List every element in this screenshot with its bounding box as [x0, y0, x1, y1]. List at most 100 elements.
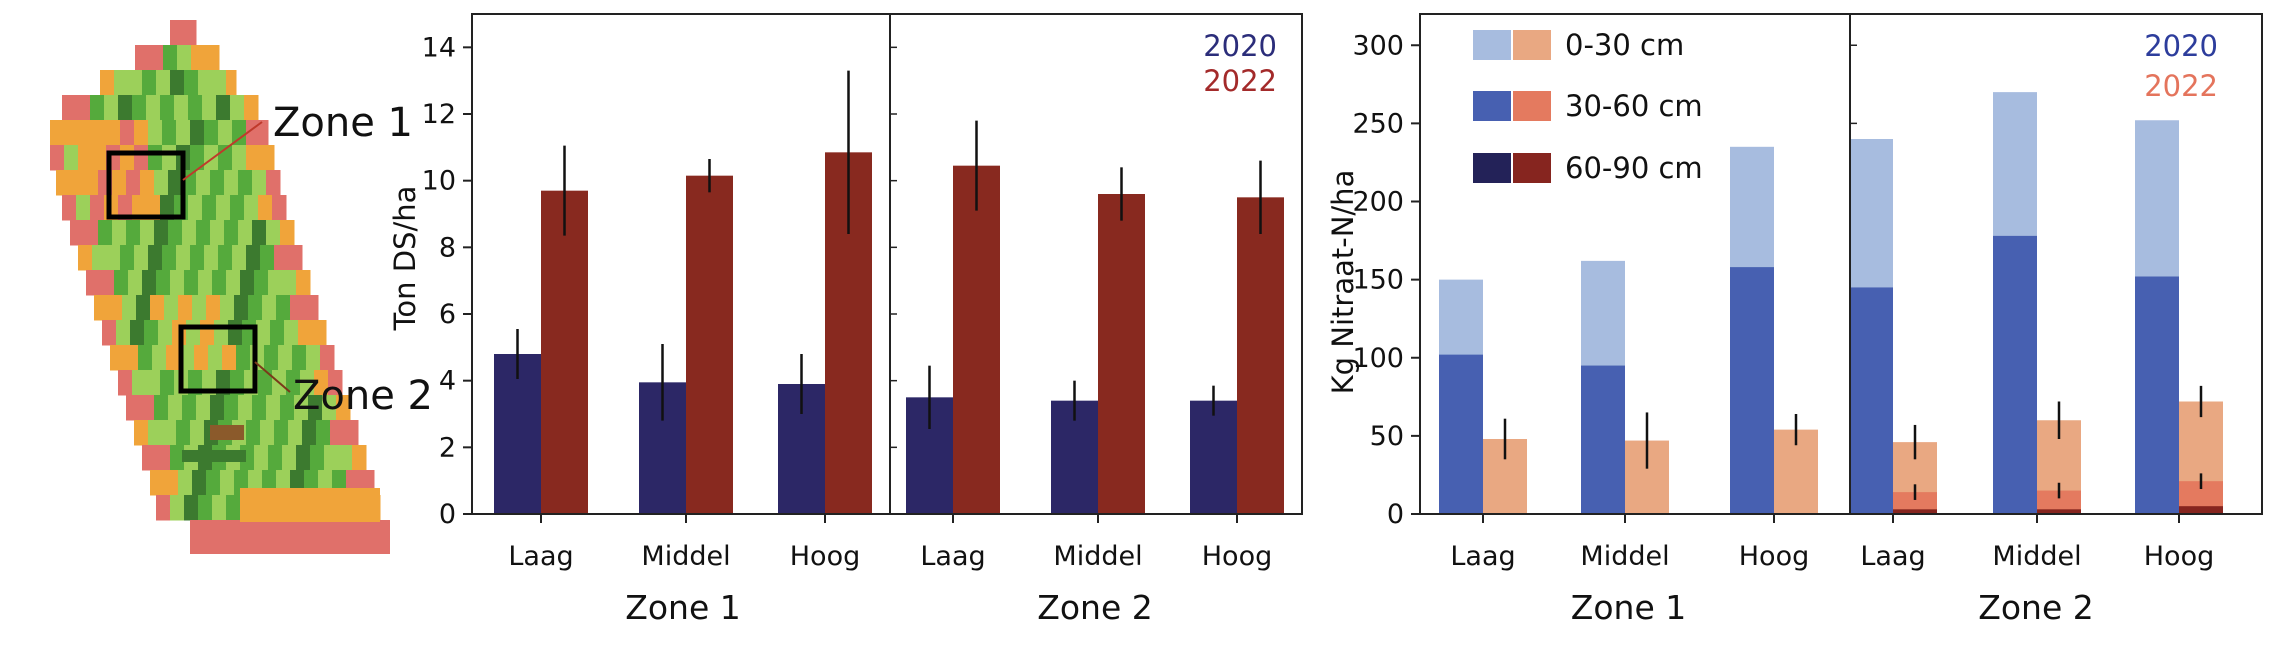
map-cell — [226, 270, 241, 296]
map-cell — [274, 245, 289, 271]
map-cell — [112, 220, 127, 246]
nitrate-legend-swatch-2020 — [1473, 153, 1511, 183]
map-cell — [132, 95, 147, 121]
map-cell — [64, 120, 79, 146]
map-cell — [198, 70, 213, 96]
zone-1-box — [106, 150, 186, 220]
map-cell — [170, 70, 185, 96]
map-cell — [158, 320, 173, 346]
map-cell — [190, 145, 205, 171]
map-cell — [130, 320, 145, 346]
map-cell — [272, 195, 287, 221]
map-cell — [280, 395, 295, 421]
map-cell — [216, 195, 231, 221]
yield-bar — [953, 165, 1000, 514]
map-cell — [352, 445, 367, 471]
map-cell — [220, 470, 235, 496]
map-cell — [244, 95, 259, 121]
map-cell — [296, 270, 311, 296]
map-cell — [302, 420, 317, 446]
map-cell — [162, 120, 177, 146]
map-cell — [118, 95, 133, 121]
map-cell — [280, 220, 295, 246]
map-cell — [196, 395, 211, 421]
map-cell — [50, 145, 65, 171]
nitrate-x-tick-label: Hoog — [2144, 541, 2214, 572]
nitrate-bar-30-60 — [2037, 490, 2081, 514]
nitrate-legend-swatch-2022 — [1513, 91, 1551, 121]
nitrate-bar-30-60 — [1993, 235, 2037, 514]
map-cell — [202, 95, 217, 121]
map-cell — [104, 95, 119, 121]
map-cell — [298, 320, 313, 346]
map-cell — [78, 245, 93, 271]
nitrate-y-tick-label: 200 — [1352, 187, 1404, 218]
map-cell — [56, 170, 71, 196]
map-cell — [304, 295, 319, 321]
zone-1-pointer — [182, 121, 263, 181]
nitrate-x-tick-label: Laag — [1860, 541, 1925, 572]
map-cell — [344, 420, 359, 446]
map-cell — [76, 95, 91, 121]
map-cell — [300, 370, 315, 396]
yield-y-tick-label: 10 — [422, 166, 456, 197]
map-cell — [224, 170, 239, 196]
nitrate-bar-30-60 — [1893, 492, 1937, 514]
map-cell — [264, 345, 279, 371]
map-cell — [192, 470, 207, 496]
yield-bar — [1237, 197, 1284, 515]
map-cell — [312, 320, 327, 346]
nitrate-y-axis-label: Kg Nitraat-N/ha — [1326, 170, 1360, 395]
map-cell — [322, 395, 337, 421]
yield-group-label: Zone 1 — [625, 588, 741, 627]
map-cell — [136, 295, 151, 321]
map-cell — [126, 395, 141, 421]
map-cell — [226, 70, 237, 96]
map-cell — [100, 270, 115, 296]
map-cell — [114, 70, 129, 96]
map-cell — [140, 220, 155, 246]
map-cell — [156, 70, 171, 96]
zone-2-box — [178, 324, 258, 394]
map-cell — [124, 345, 139, 371]
map-cell — [246, 245, 261, 271]
map-cell — [294, 395, 309, 421]
yield-y-tick-label: 2 — [439, 432, 456, 463]
map-cell — [212, 70, 227, 96]
map-cell — [134, 120, 149, 146]
nitrate-legend-depth-label: 0-30 cm — [1565, 28, 1684, 62]
map-cell — [232, 245, 247, 271]
map-cell — [168, 170, 183, 196]
yield-plot-frame — [471, 13, 1303, 515]
nitrate-bar-30-60 — [2135, 276, 2179, 514]
map-cell — [196, 170, 211, 196]
map-cell — [266, 395, 281, 421]
map-cell — [148, 420, 163, 446]
map-cell — [170, 270, 185, 296]
map-cell — [70, 220, 85, 246]
map-cell — [106, 245, 121, 271]
yield-bar — [686, 175, 733, 514]
map-cell — [184, 270, 199, 296]
map-cell — [64, 145, 79, 171]
map-cell — [126, 220, 141, 246]
yield-y-tick-label: 4 — [439, 366, 456, 397]
map-cell — [120, 120, 135, 146]
zone-2-pointer — [254, 361, 291, 393]
map-cell — [184, 495, 199, 521]
nitrate-y-tick-label: 100 — [1352, 343, 1404, 374]
yield-y-tick-label: 0 — [439, 499, 456, 530]
map-cell — [190, 120, 205, 146]
map-cell — [92, 245, 107, 271]
map-cell — [182, 395, 197, 421]
map-cell — [240, 270, 255, 296]
map-cell — [316, 420, 331, 446]
map-cell — [204, 245, 219, 271]
map-cell — [149, 45, 164, 71]
map-cell — [156, 495, 171, 521]
map-cell — [176, 245, 191, 271]
nitrate-legend-year-2022: 2022 — [2144, 69, 2218, 103]
map-cell — [202, 195, 217, 221]
map-cell — [50, 120, 65, 146]
map-cell — [230, 195, 245, 221]
